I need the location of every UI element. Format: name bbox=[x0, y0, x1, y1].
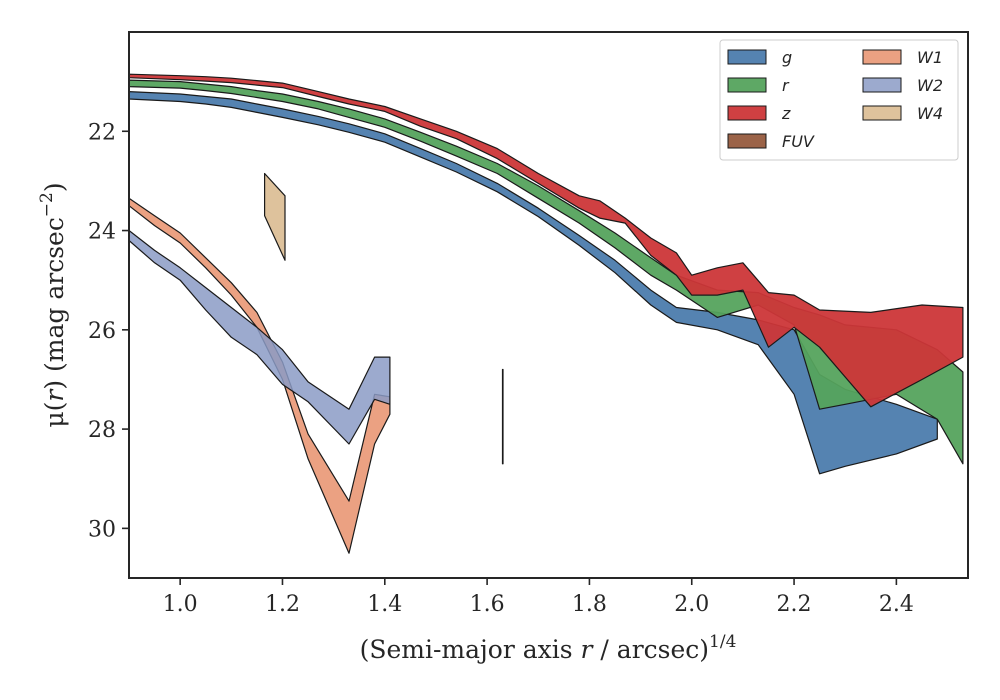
legend-label-w2: W2 bbox=[917, 76, 943, 95]
legend-swatch-fuv bbox=[727, 133, 767, 149]
band-g bbox=[128, 90, 938, 475]
x-axis-label: (Semi-major axis r / arcsec)1/4 bbox=[360, 632, 737, 664]
y-axis-label: μ(r) (mag arcsec−2) bbox=[37, 182, 69, 427]
legend-label-fuv: FUV bbox=[782, 132, 815, 151]
legend-swatch-z bbox=[727, 105, 767, 121]
x-tick-label: 1.8 bbox=[572, 592, 607, 617]
legend-label-g: g bbox=[782, 48, 792, 67]
band-z bbox=[128, 73, 964, 408]
legend: grz FUV W1 W2 W4 bbox=[719, 39, 959, 161]
x-tick-label: 1.6 bbox=[470, 592, 505, 617]
x-tick-label: 1.4 bbox=[367, 592, 402, 617]
x-axis-ticks: 1.0 1.2 1.4 1.6 1.8 2.0 2.2 2.4 bbox=[163, 578, 914, 617]
legend-swatch-w2 bbox=[862, 77, 902, 93]
y-tick-label: 30 bbox=[88, 517, 116, 542]
profile-bands bbox=[128, 73, 964, 554]
legend-frame bbox=[719, 39, 959, 161]
y-tick-label: 28 bbox=[88, 418, 116, 443]
plot-frame bbox=[128, 31, 969, 579]
band-w1 bbox=[128, 197, 391, 554]
band-r bbox=[128, 79, 964, 465]
legend-label-z: z bbox=[781, 104, 791, 123]
y-tick-label: 26 bbox=[88, 319, 116, 344]
band-w2 bbox=[128, 229, 391, 445]
legend-label-r: r bbox=[782, 76, 790, 95]
x-tick-label: 1.0 bbox=[163, 592, 198, 617]
y-axis-ticks: 22 24 26 28 30 bbox=[88, 120, 129, 542]
legend-swatch-w1 bbox=[862, 49, 902, 65]
legend-swatch-r bbox=[727, 77, 767, 93]
legend-label-w1: W1 bbox=[917, 48, 943, 67]
x-tick-label: 1.2 bbox=[265, 592, 300, 617]
x-tick-label: 2.4 bbox=[879, 592, 914, 617]
legend-label-w4: W4 bbox=[917, 104, 943, 123]
x-tick-label: 2.2 bbox=[777, 592, 812, 617]
legend-swatch-g bbox=[727, 49, 767, 65]
band-w4 bbox=[264, 172, 286, 261]
y-tick-label: 22 bbox=[88, 120, 116, 145]
band-fuv bbox=[501, 368, 504, 465]
y-tick-label: 24 bbox=[88, 220, 116, 245]
x-tick-label: 2.0 bbox=[674, 592, 709, 617]
legend-swatch-w4 bbox=[862, 105, 902, 121]
